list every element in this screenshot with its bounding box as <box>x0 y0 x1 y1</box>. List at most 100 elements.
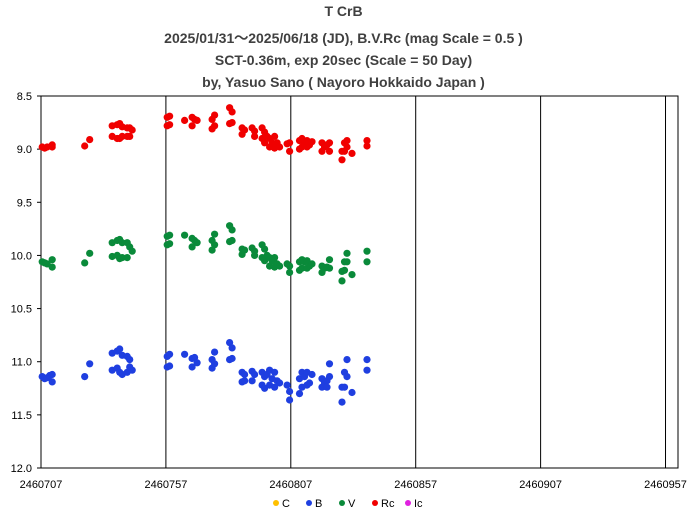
y-tick-label: 11.5 <box>11 410 32 422</box>
data-point-rc <box>325 147 334 155</box>
data-point-rc <box>166 112 174 120</box>
chart-subtitle-1: 2025/01/31～2025/06/18 (JD), B.V.Rc (mag … <box>164 30 523 46</box>
data-point-v <box>166 231 174 239</box>
legend-marker-ic <box>405 500 411 506</box>
data-point-v <box>308 260 316 268</box>
data-point-v <box>188 243 196 251</box>
legend-label-b: B <box>315 498 322 510</box>
data-point-v <box>271 254 279 262</box>
data-point-v <box>276 262 284 270</box>
data-point-v <box>48 256 56 264</box>
chart-subtitle-2: SCT-0.36m, exp 20sec (Scale = 50 Day) <box>214 52 473 68</box>
data-point-b <box>286 387 294 396</box>
data-point-b <box>228 344 236 352</box>
data-point-v <box>286 262 294 270</box>
data-point-v <box>325 264 334 272</box>
data-point-rc <box>251 127 259 135</box>
data-point-b <box>325 360 334 368</box>
data-point-b <box>308 370 316 379</box>
x-tick-label: 2460707 <box>20 479 63 491</box>
data-point-v <box>228 236 236 245</box>
data-point-b <box>276 379 284 387</box>
data-point-rc <box>343 143 351 151</box>
y-tick-label: 12.0 <box>11 463 32 475</box>
data-point-b <box>363 356 371 364</box>
grid-lines <box>165 96 667 468</box>
x-tick-label: 2460857 <box>394 479 437 491</box>
legend-label-rc: Rc <box>381 498 395 510</box>
data-point-v <box>118 239 126 247</box>
data-point-rc <box>128 126 136 134</box>
data-point-rc <box>363 137 371 145</box>
data-point-b <box>126 356 134 364</box>
data-point-rc <box>181 116 189 124</box>
axis-ticks: 2460707 2460757 2460807 2460857 2460907 24609… <box>11 91 687 491</box>
legend: C B V Rc Ic <box>273 498 423 510</box>
data-point-rc <box>193 116 201 124</box>
data-point-v <box>325 256 334 264</box>
x-tick-label: 2460957 <box>644 479 687 491</box>
data-point-rc <box>343 137 351 145</box>
data-point-rc <box>261 139 269 147</box>
y-tick-label: 10.0 <box>11 250 32 262</box>
legend-label-v: V <box>348 498 356 510</box>
data-point-rc <box>241 126 249 134</box>
data-point-v <box>241 246 249 254</box>
data-point-v <box>343 258 351 266</box>
data-point-rc <box>228 119 236 127</box>
data-point-rc <box>211 111 219 119</box>
data-point-v <box>338 277 346 285</box>
data-point-rc <box>271 132 279 140</box>
legend-marker-v <box>339 500 345 506</box>
data-point-rc <box>338 156 346 164</box>
data-point-b <box>343 373 351 381</box>
data-point-v <box>228 226 236 234</box>
data-point-b <box>188 363 196 371</box>
data-point-v <box>123 254 131 262</box>
data-point-rc <box>251 132 259 140</box>
y-tick-label: 11.0 <box>11 357 32 369</box>
data-point-b <box>193 359 201 367</box>
data-point-b <box>48 378 56 386</box>
data-point-v <box>166 240 174 248</box>
legend-label-ic: Ic <box>414 498 423 510</box>
data-point-b <box>283 381 291 389</box>
data-points <box>38 104 371 406</box>
data-point-rc <box>81 142 89 150</box>
data-point-v <box>348 271 356 279</box>
plot-area <box>40 95 679 469</box>
data-point-rc <box>228 108 236 116</box>
data-point-b <box>348 388 356 397</box>
data-point-b <box>286 396 294 404</box>
data-point-v <box>86 249 94 257</box>
legend-label-c: C <box>282 498 290 510</box>
data-point-b <box>86 360 94 368</box>
data-point-b <box>295 390 304 398</box>
data-point-b <box>340 383 349 391</box>
data-point-b <box>271 383 279 391</box>
y-tick-label: 9.0 <box>17 144 32 156</box>
y-tick-label: 9.5 <box>17 197 32 209</box>
data-point-rc <box>166 121 174 129</box>
data-point-rc <box>86 136 94 144</box>
data-point-rc <box>286 147 294 155</box>
data-point-b <box>271 368 279 376</box>
legend-marker-rc <box>372 500 378 506</box>
data-point-b <box>181 350 189 358</box>
data-point-rc <box>211 122 219 130</box>
data-point-b <box>241 370 249 379</box>
data-point-b <box>166 350 174 358</box>
data-point-b <box>343 356 351 364</box>
data-point-b <box>241 377 249 385</box>
data-point-rc <box>48 141 56 149</box>
data-point-v <box>363 258 371 266</box>
data-point-rc <box>118 132 126 140</box>
y-tick-label: 10.5 <box>11 304 32 316</box>
data-point-b <box>338 398 346 406</box>
data-point-v <box>211 241 219 249</box>
x-tick-label: 2460807 <box>269 479 312 491</box>
data-point-b <box>228 354 236 363</box>
data-point-b <box>116 345 124 353</box>
data-point-b <box>251 370 259 379</box>
data-point-v <box>363 247 371 255</box>
